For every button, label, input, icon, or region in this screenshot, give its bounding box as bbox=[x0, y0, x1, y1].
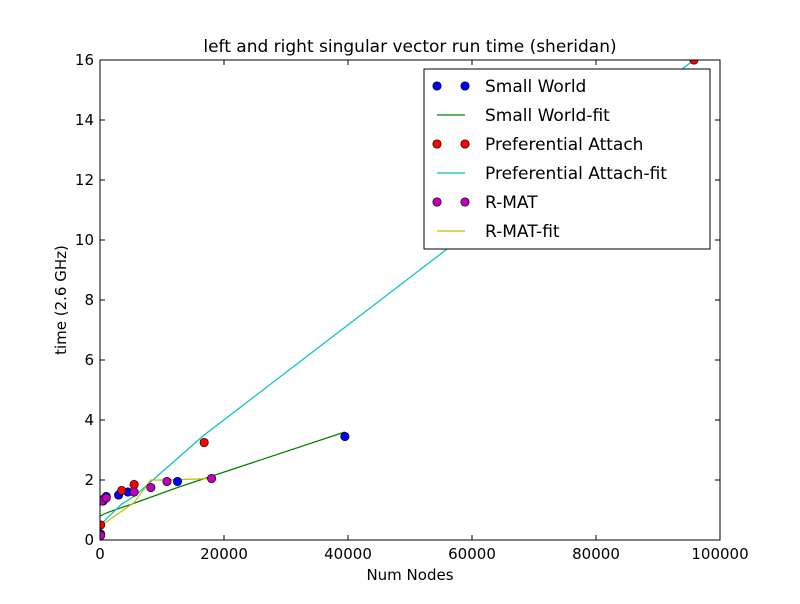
legend-label: R-MAT-fit bbox=[485, 222, 560, 242]
legend-label: Preferential Attach bbox=[485, 135, 643, 155]
y-tick-label: 0 bbox=[84, 531, 94, 549]
legend: Small World Small World-fit Preferential A… bbox=[423, 68, 711, 250]
legend-entry-preferential-attach-fit: Preferential Attach-fit bbox=[437, 164, 667, 184]
y-tick-label: 8 bbox=[84, 291, 94, 309]
x-tick-label: 20000 bbox=[200, 545, 248, 563]
data-layer bbox=[100, 60, 699, 540]
legend-entry-preferential-attach: Preferential Attach bbox=[432, 135, 643, 155]
data-point-preferential-attach bbox=[129, 479, 139, 490]
x-tick-label: 40000 bbox=[324, 545, 372, 563]
legend-label: Small World-fit bbox=[485, 106, 610, 126]
legend-marker bbox=[432, 197, 442, 207]
y-tick-label: 6 bbox=[84, 351, 94, 369]
data-point-preferential-attach bbox=[199, 437, 209, 448]
data-point-r-mat bbox=[162, 476, 172, 487]
legend-entry-r-mat-fit: R-MAT-fit bbox=[437, 222, 560, 242]
legend-marker bbox=[460, 81, 470, 91]
series-line-r-mat-fit bbox=[100, 477, 212, 527]
data-point-small-world bbox=[172, 476, 183, 487]
legend-label: Small World bbox=[485, 77, 586, 97]
data-point-small-world bbox=[340, 431, 350, 442]
y-tick-label: 12 bbox=[75, 171, 94, 189]
legend-entry-small-world-fit: Small World-fit bbox=[437, 106, 610, 126]
series-line-small-world-fit bbox=[100, 431, 346, 517]
x-tick-label: 80000 bbox=[572, 545, 620, 563]
x-tick-label: 0 bbox=[95, 545, 105, 563]
x-axis-label: Num Nodes bbox=[366, 566, 453, 584]
data-point-preferential-attach bbox=[100, 520, 106, 530]
legend-label: Preferential Attach-fit bbox=[485, 164, 667, 184]
y-tick-label: 2 bbox=[84, 471, 94, 489]
data-point-r-mat bbox=[146, 482, 156, 493]
y-axis-label: time (2.6 GHz) bbox=[52, 245, 70, 355]
axis-ticks: 0 20000 40000 60000 80000 100000 0 2 4 6 8 10 12 14 16 bbox=[75, 51, 749, 563]
data-point-preferential-attach bbox=[117, 485, 127, 496]
legend-marker bbox=[460, 197, 470, 207]
legend-marker bbox=[432, 139, 442, 149]
x-tick-label: 100000 bbox=[691, 545, 748, 563]
data-point-r-mat bbox=[101, 493, 111, 503]
data-point-r-mat bbox=[100, 530, 106, 540]
data-point-preferential-attach bbox=[689, 60, 699, 65]
y-tick-label: 14 bbox=[75, 111, 94, 129]
y-tick-label: 16 bbox=[75, 51, 94, 69]
legend-entry-r-mat: R-MAT bbox=[432, 193, 538, 213]
data-point-r-mat bbox=[207, 473, 217, 484]
data-point-r-mat bbox=[129, 487, 139, 497]
legend-entry-small-world: Small World bbox=[432, 77, 586, 97]
legend-label: R-MAT bbox=[485, 193, 538, 213]
chart-title: left and right singular vector run time … bbox=[203, 37, 616, 57]
legend-box bbox=[423, 68, 711, 250]
legend-marker bbox=[460, 139, 470, 149]
x-tick-label: 60000 bbox=[448, 545, 496, 563]
y-tick-label: 10 bbox=[75, 231, 94, 249]
legend-marker bbox=[432, 81, 442, 91]
y-tick-label: 4 bbox=[84, 411, 94, 429]
